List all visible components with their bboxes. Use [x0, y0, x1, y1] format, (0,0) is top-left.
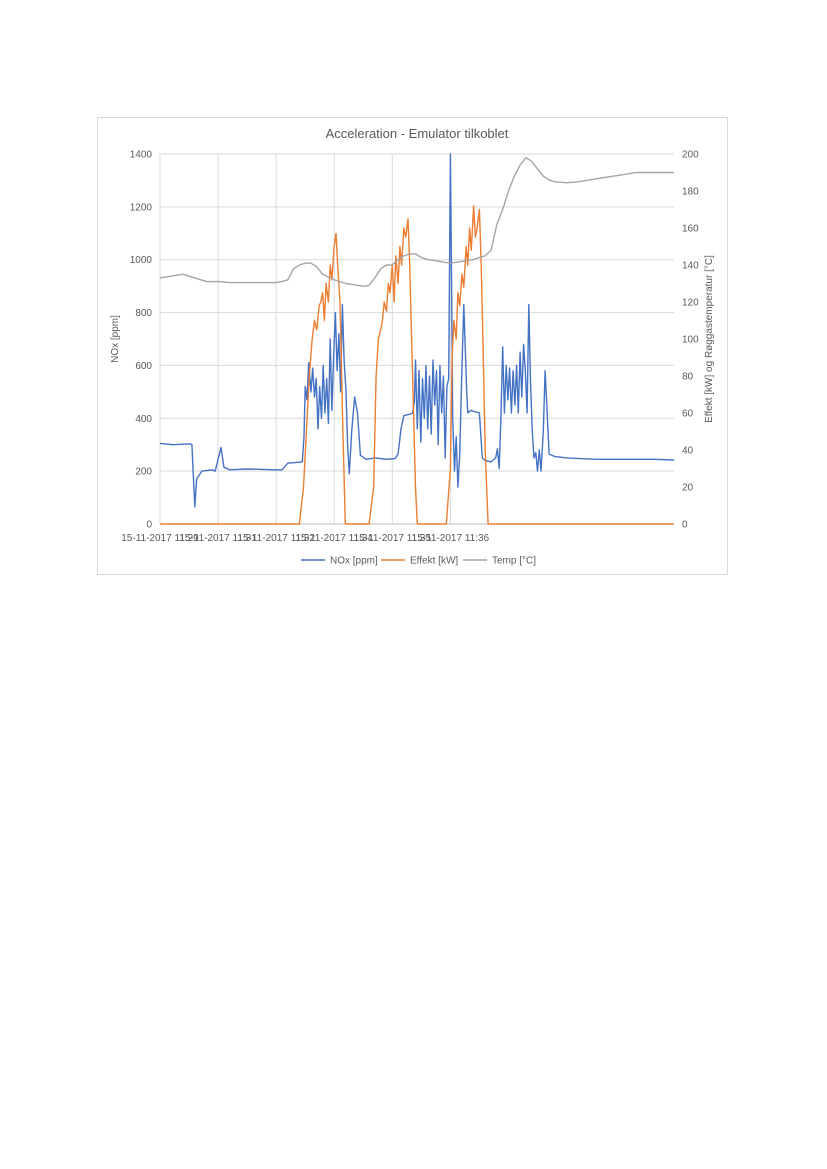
y2-tick-label: 160: [682, 224, 699, 235]
y2-tick-label: 180: [682, 187, 699, 198]
y2-tick-label: 140: [682, 261, 699, 272]
chart-svg: Acceleration - Emulator tilkoblet 020040…: [110, 126, 715, 567]
y-tick-label: 1200: [130, 202, 153, 213]
legend-label: Temp [°C]: [492, 556, 536, 567]
y-tick-label: 200: [135, 467, 152, 478]
y2-tick-label: 0: [682, 520, 688, 531]
y-tick-label: 400: [135, 414, 152, 425]
y2-axis-label: Effekt [kW] og Røggastemperatur [°C]: [704, 255, 715, 423]
x-tick-label: 15-11-2017 11:31: [179, 533, 257, 544]
x-tick-label: 15-11-2017 11:34: [295, 533, 373, 544]
legend-label: Effekt [kW]: [410, 556, 458, 567]
y-tick-label: 1400: [130, 150, 153, 161]
y-axis-label: NOx [ppm]: [110, 315, 121, 363]
x-tick-label: 15-11-2017 11:36: [412, 533, 490, 544]
x-tick-label: 15-11-2017 11:29: [121, 533, 199, 544]
y2-tick-label: 100: [682, 335, 699, 346]
series-line-1: [160, 205, 674, 525]
y-tick-label: 600: [135, 361, 152, 372]
x-tick-label: 15-11-2017 11:32: [237, 533, 315, 544]
y2-tick-label: 120: [682, 298, 699, 309]
chart-title: Acceleration - Emulator tilkoblet: [326, 126, 509, 141]
y2-tick-label: 20: [682, 483, 694, 494]
y2-tick-label: 80: [682, 372, 694, 383]
tick-labels: 0 200 400 600 800 1000 1200 1400 0 20 40 60 80 100 120…: [121, 150, 699, 545]
legend: NOx [ppm] Effekt [kW] Temp [°C]: [301, 556, 536, 567]
chart-frame: Acceleration - Emulator tilkoblet 0 200 40…: [97, 117, 728, 575]
y-tick-label: 1000: [130, 255, 153, 266]
x-tick-label: 15-11-2017 11:35: [354, 533, 432, 544]
series-line-2: [159, 157, 674, 287]
series-layer: [159, 153, 675, 525]
y2-tick-label: 60: [682, 409, 694, 420]
y-tick-label: 0: [146, 520, 152, 531]
y2-tick-label: 40: [682, 446, 694, 457]
gridlines: [159, 153, 674, 525]
y-tick-label: 800: [135, 308, 152, 319]
y2-tick-label: 200: [682, 150, 699, 161]
legend-label: NOx [ppm]: [330, 556, 378, 567]
series-line-0: [159, 153, 675, 508]
